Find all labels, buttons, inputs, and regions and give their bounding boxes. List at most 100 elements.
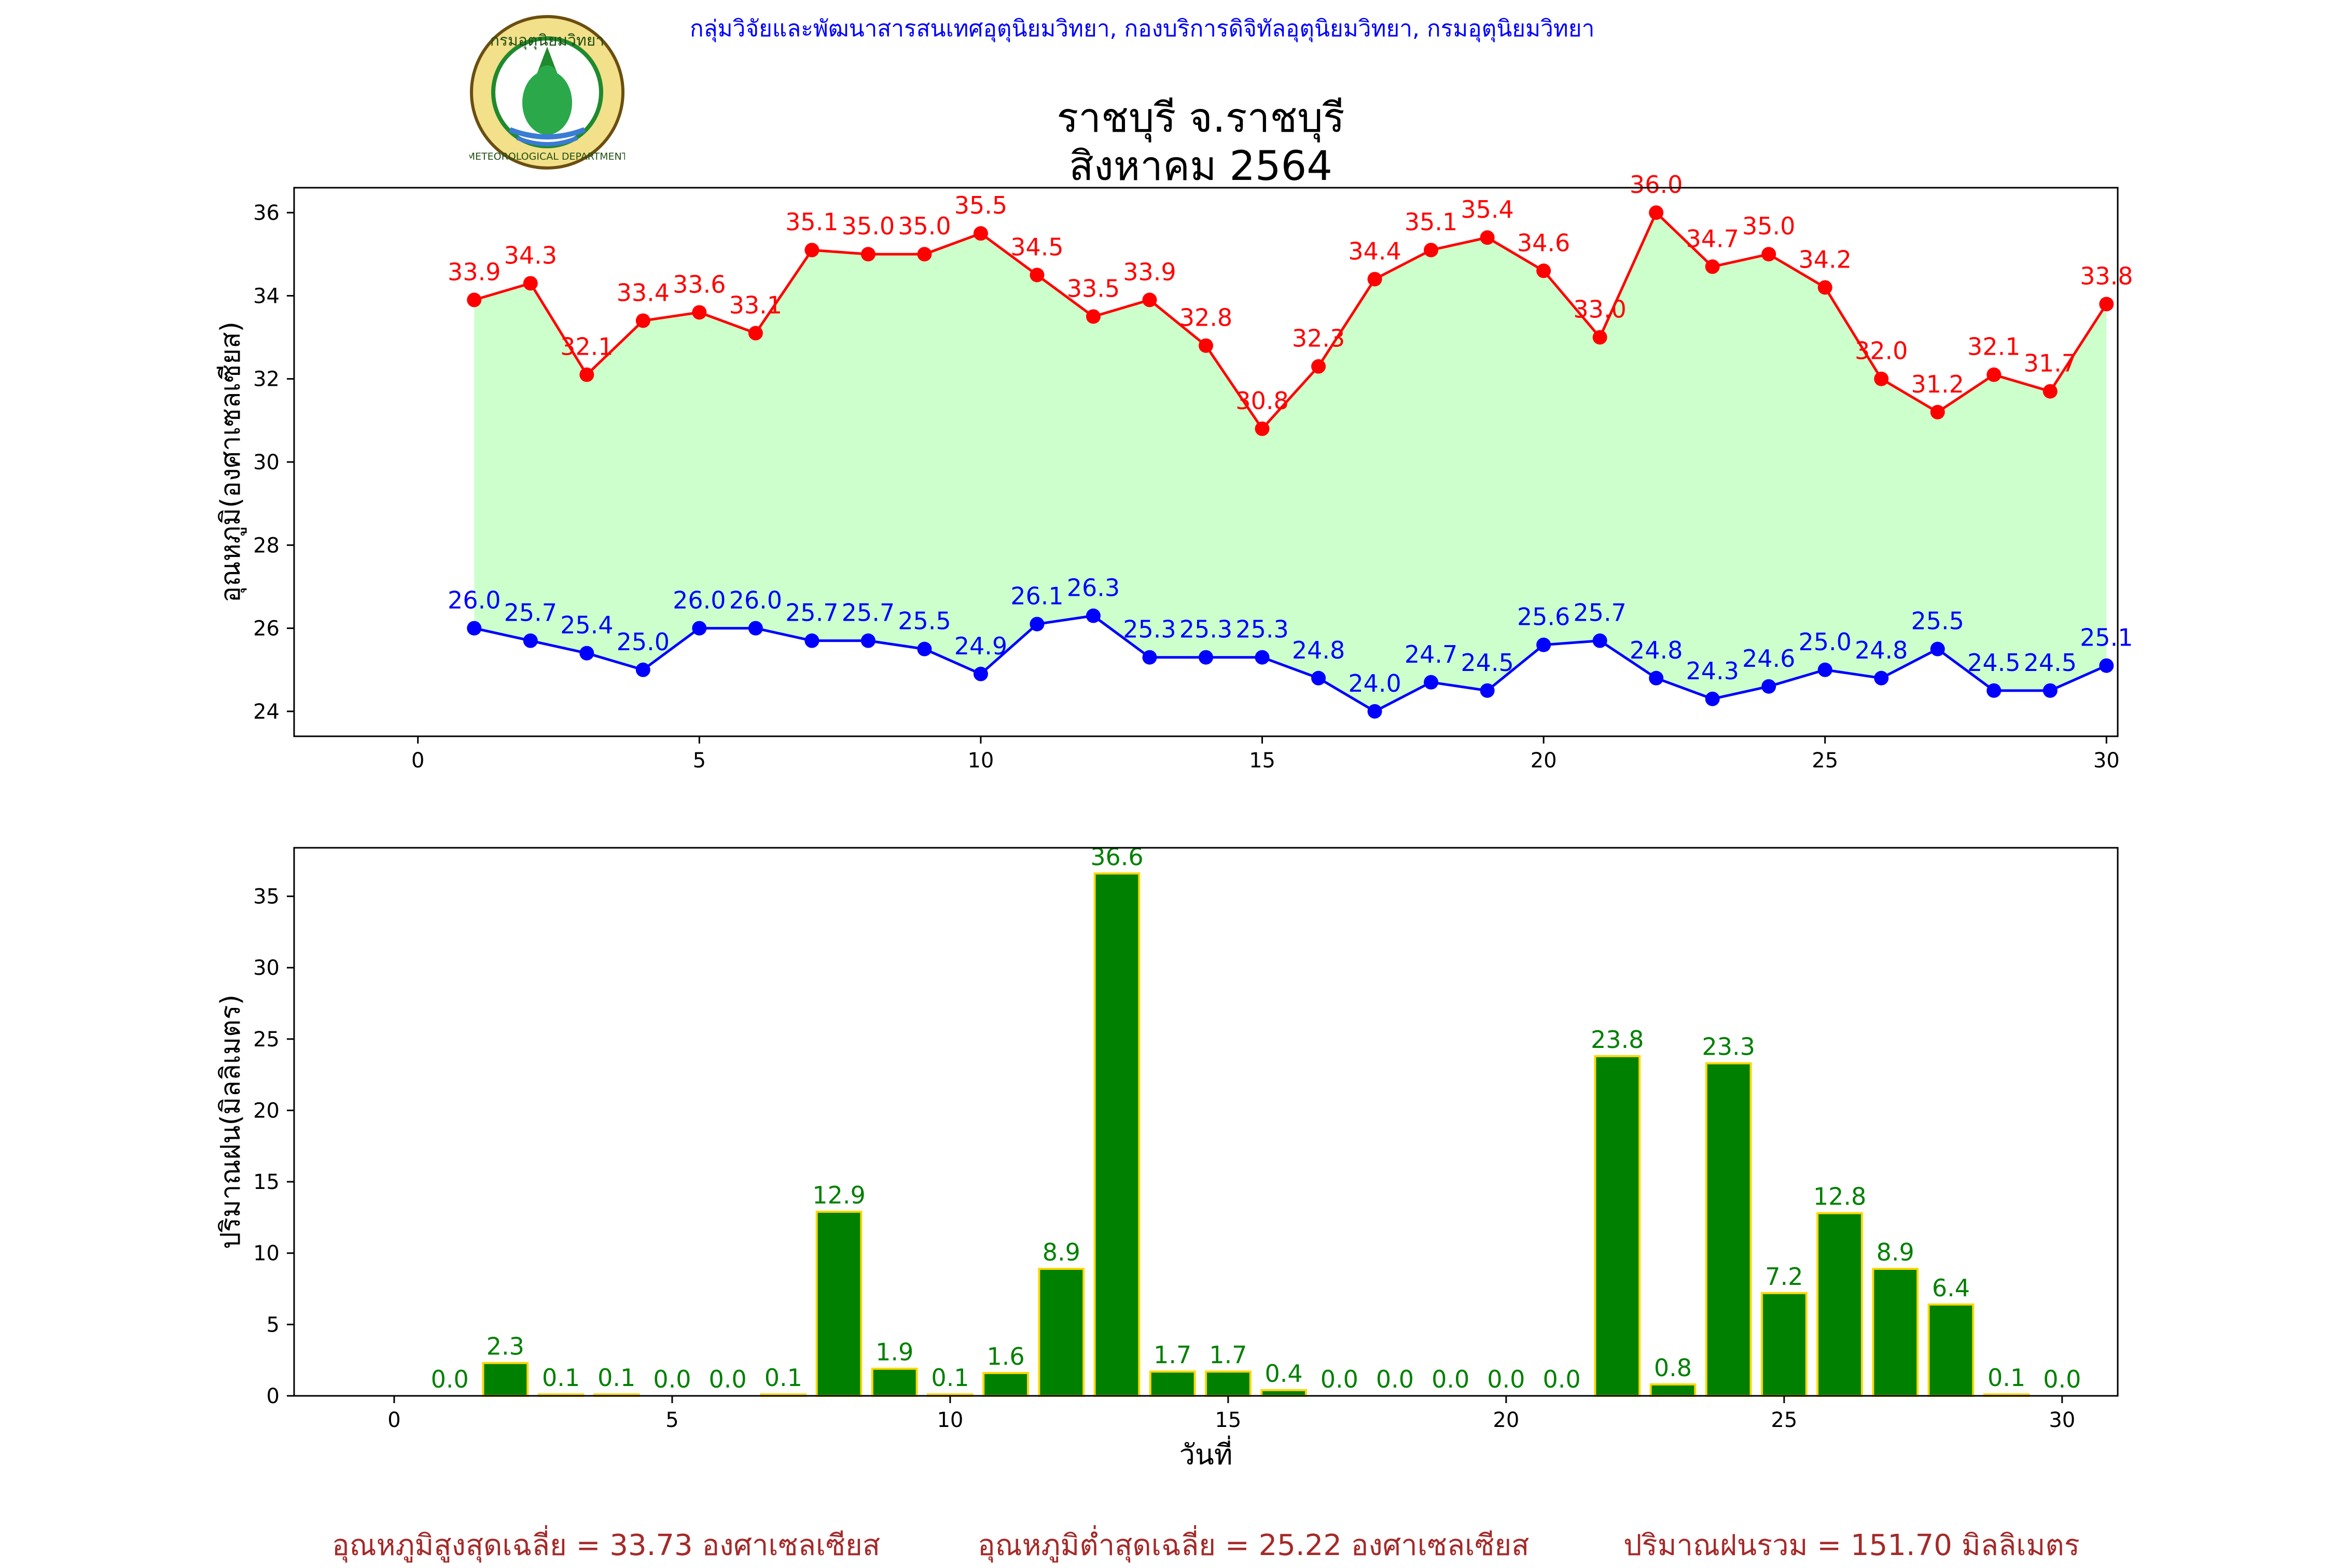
min-temperature-point [804, 633, 819, 648]
min-temperature-point [579, 646, 594, 661]
max-temperature-label: 33.0 [1573, 296, 1626, 324]
min-temperature-point [2099, 658, 2114, 673]
rainfall-bar [1038, 1268, 1085, 1397]
max-temperature-point [1761, 247, 1776, 262]
rainfall-x-tick-label: 30 [2049, 1408, 2075, 1432]
max-temperature-point [1367, 272, 1382, 287]
max-temperature-label: 35.5 [954, 191, 1007, 219]
temperature-y-tick-label: 28 [253, 534, 280, 557]
min-temperature-label: 24.5 [1967, 649, 2020, 677]
min-temperature-point [1311, 670, 1326, 685]
rainfall-bar-label: 0.0 [2043, 1365, 2081, 1393]
min-temperature-point [1367, 704, 1382, 719]
rainfall-bar [1260, 1389, 1307, 1397]
chart-title-station: ราชบุรี จ.ราชบุรี [1057, 95, 1345, 142]
max-temperature-point [1930, 404, 1945, 419]
max-temperature-label: 32.1 [1967, 333, 2020, 361]
min-temperature-label: 26.0 [448, 586, 501, 614]
max-temperature-label: 35.1 [785, 208, 838, 236]
min-temperature-point [1142, 650, 1157, 665]
rainfall-bar-label: 7.2 [1765, 1263, 1803, 1291]
min-temperature-point [1424, 675, 1439, 690]
min-temperature-label: 25.0 [1798, 628, 1851, 656]
min-temperature-point [1705, 691, 1720, 706]
rainfall-bar [871, 1367, 918, 1397]
rainfall-x-tick-label: 5 [665, 1408, 678, 1432]
temperature-y-tick-label: 30 [253, 451, 280, 474]
temperature-x-tick-label: 5 [693, 749, 706, 773]
max-temperature-line [474, 210, 2108, 431]
max-temperature-point [1536, 263, 1551, 278]
min-temperature-point [1199, 650, 1213, 665]
rainfall-y-tick-label: 30 [253, 956, 280, 980]
max-temperature-point [1424, 243, 1439, 258]
min-temperature-point [1930, 641, 1945, 656]
max-temperature-label: 35.0 [898, 212, 951, 240]
max-temperature-point [1030, 268, 1045, 283]
min-temperature-point [1649, 670, 1664, 685]
max-temperature-label: 33.1 [729, 291, 782, 319]
min-temperature-point [692, 621, 707, 636]
max-temperature-label: 34.4 [1348, 237, 1401, 265]
min-temperature-label: 25.7 [1573, 599, 1626, 627]
max-temperature-label: 32.0 [1855, 337, 1908, 365]
max-temperature-point [1086, 309, 1101, 324]
min-temperature-label: 25.6 [1517, 603, 1570, 631]
rainfall-bar [1649, 1383, 1697, 1397]
max-temperature-point [467, 292, 482, 307]
rainfall-bar-label: 1.6 [987, 1342, 1025, 1370]
min-temperature-point [1592, 633, 1607, 648]
rainfall-bar [1205, 1370, 1252, 1397]
temperature-x-tick-label: 25 [1812, 749, 1838, 773]
min-temperature-label: 24.8 [1630, 636, 1683, 664]
min-temperature-point [1874, 670, 1889, 685]
logo-thai-text: กรมอุตุนิยมวิทยา [490, 32, 604, 50]
rainfall-bar [1760, 1292, 1808, 1397]
min-temperature-point [1536, 637, 1551, 652]
rainfall-bar [1705, 1062, 1752, 1397]
min-temperature-label: 25.3 [1179, 615, 1232, 643]
max-temperature-label: 33.6 [673, 270, 726, 298]
max-temperature-label: 35.4 [1461, 195, 1513, 223]
min-temperature-label: 26.0 [729, 586, 782, 614]
min-temperature-label: 24.7 [1405, 640, 1457, 668]
rainfall-bar [1927, 1303, 1975, 1397]
max-temperature-label: 35.0 [842, 212, 895, 240]
rainfall-bar-label: 6.4 [1932, 1274, 1970, 1302]
temperature-y-axis-label: อุณหภูมิ(องศาเซลเซียส) [215, 321, 247, 603]
rainfall-y-tick-label: 25 [253, 1028, 280, 1052]
max-temperature-label: 34.5 [1010, 233, 1063, 261]
min-temperature-label: 25.5 [1911, 607, 1964, 635]
rainfall-bar [1816, 1212, 1863, 1397]
max-temperature-point [860, 247, 876, 262]
max-temperature-point [1255, 421, 1270, 436]
rainfall-x-tick-label: 20 [1493, 1408, 1519, 1432]
min-temperature-label: 25.3 [1123, 615, 1176, 643]
min-temperature-point [917, 641, 932, 656]
rainfall-bar [815, 1210, 863, 1397]
max-temperature-point [1986, 367, 2002, 382]
min-temperature-point [1255, 650, 1270, 665]
min-temperature-point [1986, 683, 2002, 698]
min-temperature-label: 25.4 [560, 611, 613, 639]
min-temperature-label: 24.6 [1742, 645, 1795, 673]
min-temperature-label: 24.5 [1461, 649, 1513, 677]
max-temperature-point [1480, 230, 1495, 245]
rainfall-bar-label: 0.0 [1432, 1365, 1469, 1393]
min-temperature-point [1480, 683, 1495, 698]
rainfall-bar-label: 8.9 [1043, 1238, 1080, 1266]
rainfall-bar-label: 0.0 [653, 1365, 691, 1393]
max-temperature-label: 31.7 [2024, 349, 2077, 377]
max-temperature-label: 34.6 [1517, 229, 1570, 257]
min-temperature-label: 25.3 [1235, 615, 1288, 643]
min-temperature-label: 24.0 [1348, 669, 1401, 697]
rainfall-bar [1594, 1055, 1641, 1397]
max-temperature-point [748, 326, 763, 341]
max-temperature-label: 34.3 [504, 241, 557, 269]
max-temperature-point [1592, 330, 1607, 345]
max-temperature-label: 30.8 [1235, 387, 1288, 415]
max-temperature-point [1311, 359, 1326, 374]
rainfall-y-axis-label: ปริมาณฝน(มิลลิเมตร) [215, 995, 246, 1249]
logo-english-text: METEOROLOGICAL DEPARTMENT [469, 151, 625, 162]
rainfall-y-tick-label: 35 [253, 885, 280, 909]
